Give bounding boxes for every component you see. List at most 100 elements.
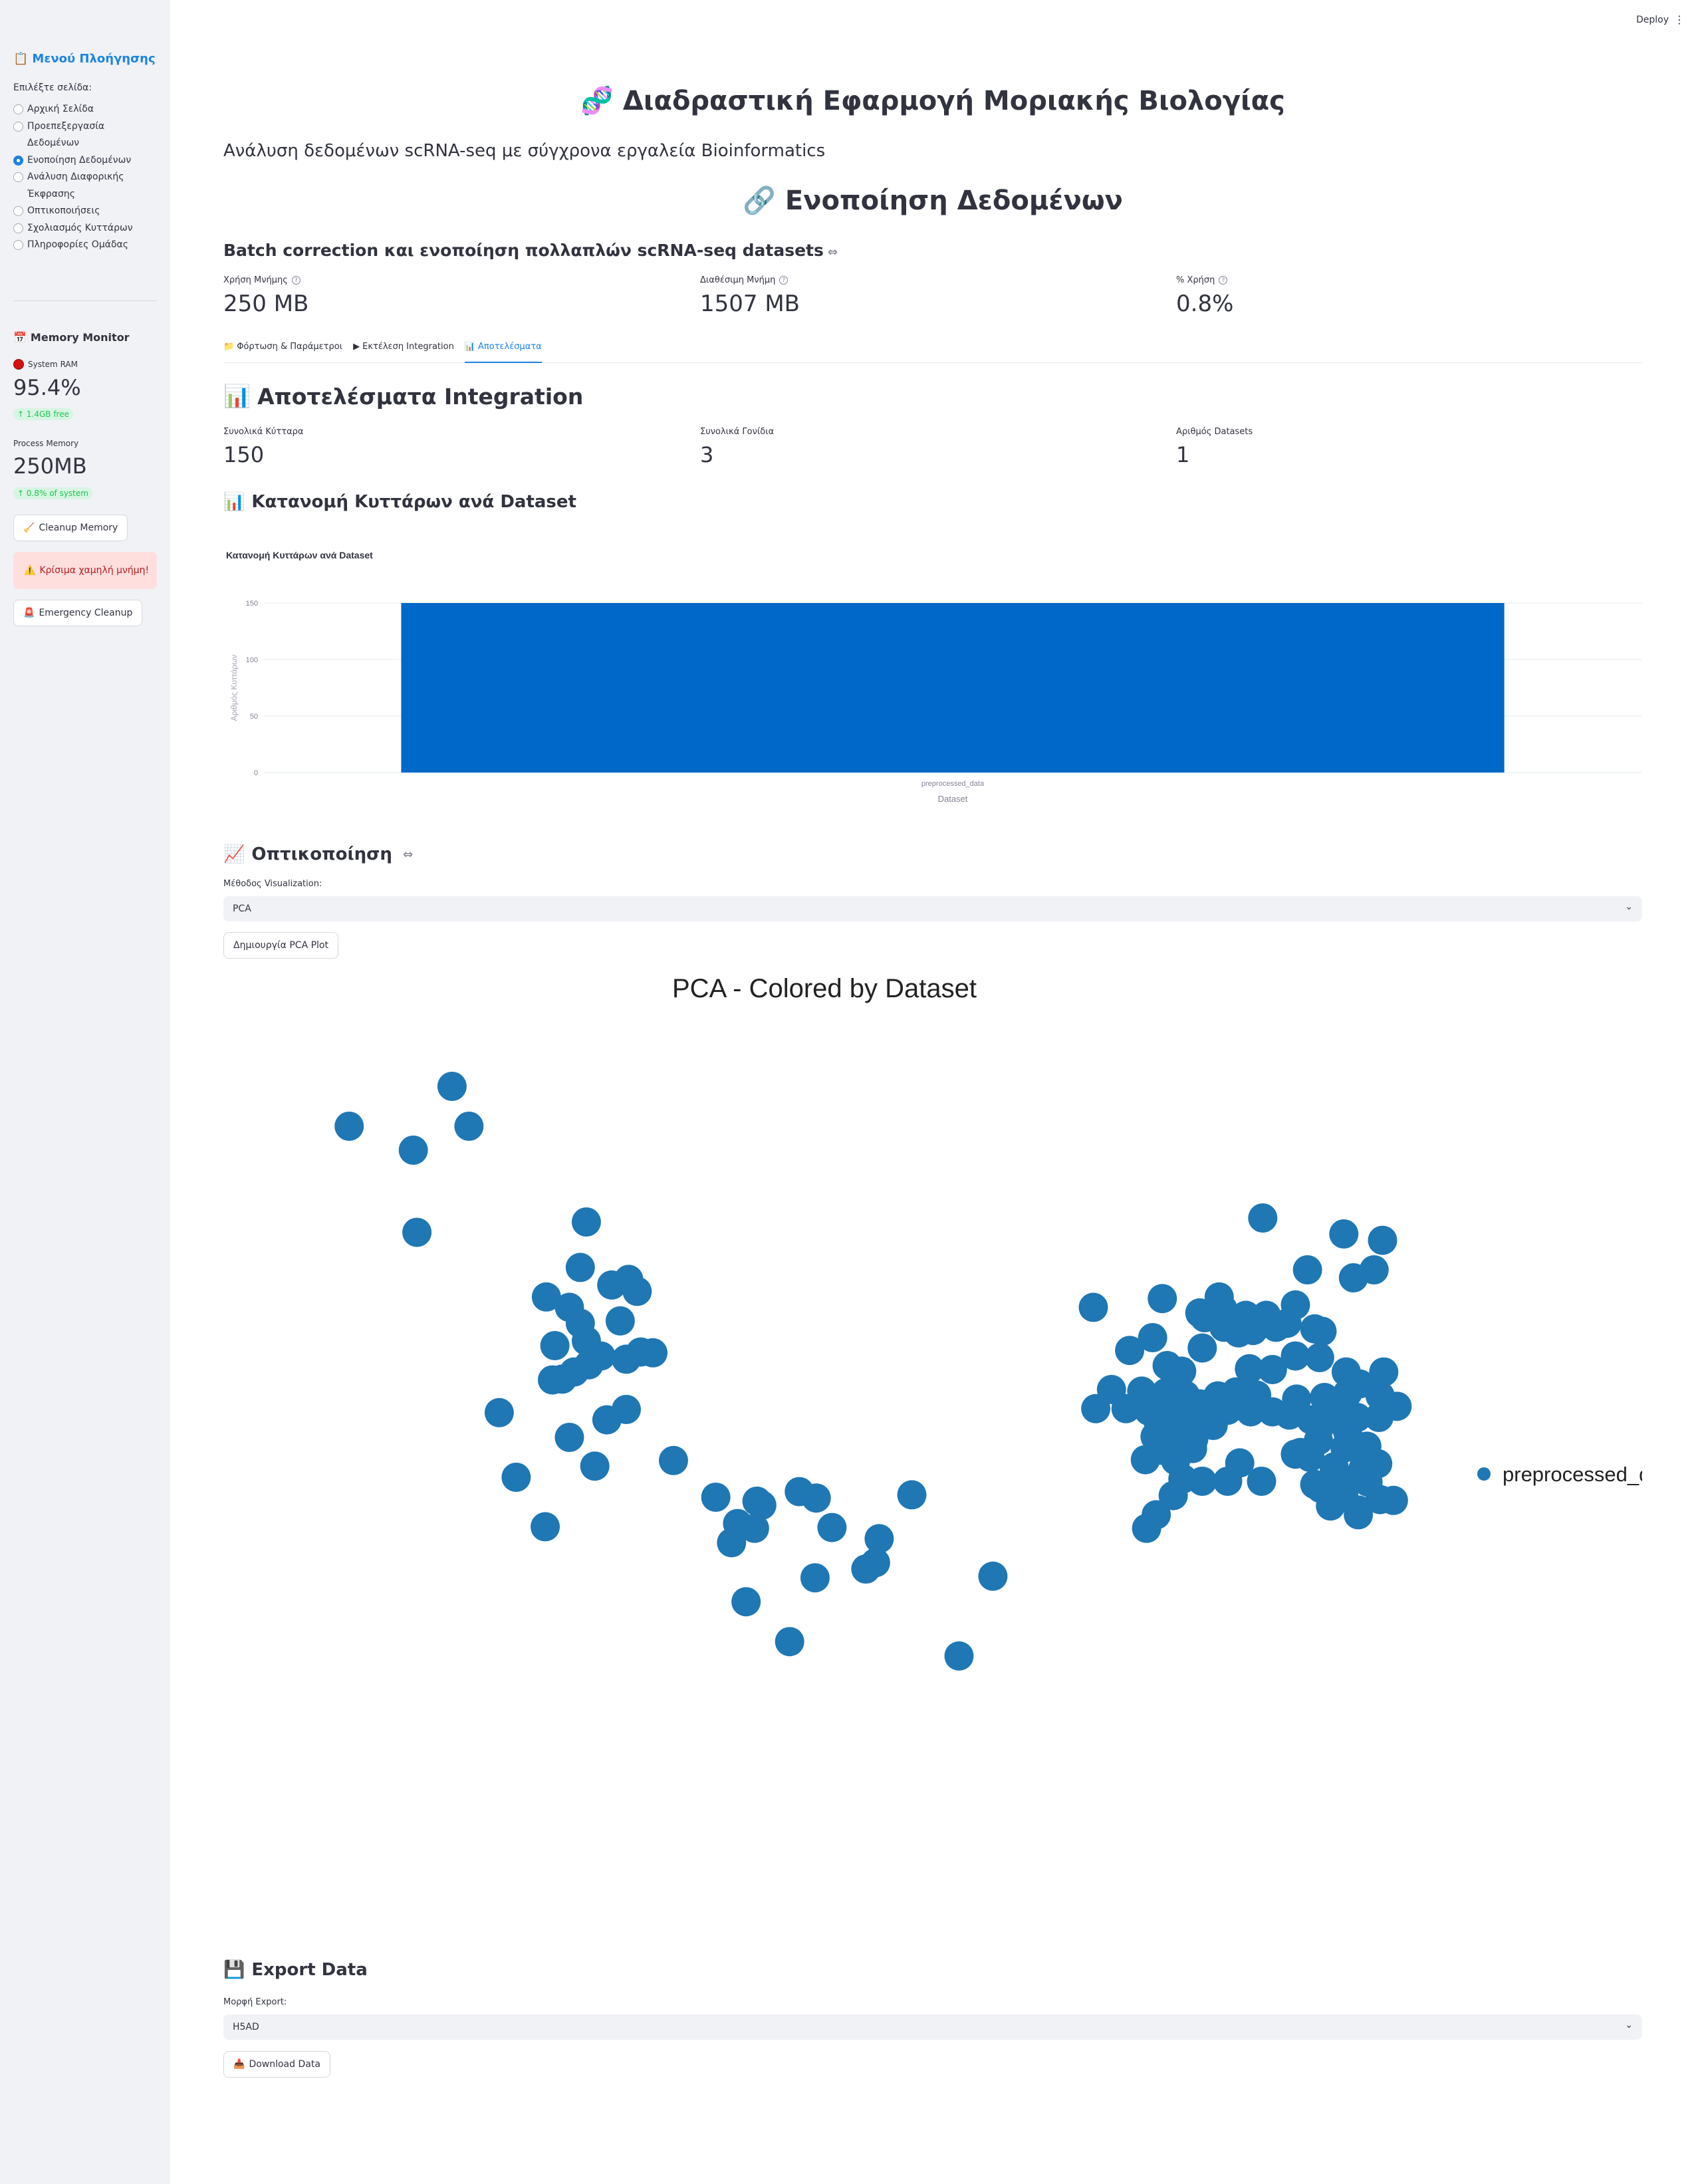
scatter-point: [1138, 1323, 1167, 1352]
sidebar-page-option[interactable]: Ενοποίηση Δεδομένων: [13, 152, 160, 170]
sidebar-page-label: Σχολιασμός Κυττάρων: [27, 222, 133, 233]
page-radio-group: Αρχική Σελίδα Προεπεξεργασία Δεδομένων Ενο…: [13, 101, 160, 254]
sidebar-page-option[interactable]: Ανάλυση Διαφορικής Έκφρασης: [13, 169, 160, 203]
deploy-button[interactable]: Deploy: [1636, 15, 1669, 25]
tab-run-integration[interactable]: ▶ Εκτέλεση Integration: [353, 342, 454, 352]
scatter-point: [565, 1253, 595, 1282]
tab-results[interactable]: 📊 Αποτελέσματα: [464, 339, 542, 363]
scatter-point: [1225, 1448, 1255, 1478]
scatter-point: [944, 1641, 974, 1671]
scatter-point: [1235, 1354, 1265, 1384]
anchor-link-icon[interactable]: ⇔: [827, 245, 838, 259]
scatter-point: [1185, 1389, 1215, 1419]
low-memory-alert: ⚠️ Κρίσιμα χαμηλή μνήμη!: [13, 552, 157, 589]
cells-per-dataset-chart: Κατανομή Κυττάρων ανά Dataset 0 50 100 150 pr…: [226, 550, 1642, 804]
tab-load-parameters[interactable]: 📁 Φόρτωση & Παράμετροι: [223, 342, 343, 352]
scatter-point: [484, 1397, 514, 1427]
visualization-heading: 📈 Οπτικοποίηση ⇔: [223, 844, 414, 864]
scatter-point: [747, 1491, 777, 1520]
calendar-icon: 📅: [13, 331, 27, 344]
dna-icon: 🧬: [580, 86, 614, 116]
sidebar-page-option[interactable]: Πληροφορίες Ομάδας: [13, 237, 160, 254]
scatter-point: [864, 1524, 894, 1554]
chevron-down-icon: ⌄: [1625, 2020, 1633, 2030]
legend-marker: [1477, 1467, 1491, 1481]
bar[interactable]: [401, 603, 1505, 773]
sidebar-page-label: Οπτικοποιήσεις: [27, 205, 100, 216]
help-icon[interactable]: ?: [1219, 276, 1228, 285]
sidebar-page-option[interactable]: Σχολιασμός Κυττάρων: [13, 220, 160, 237]
export-format-select[interactable]: H5AD ⌄: [223, 2014, 1642, 2040]
sidebar-page-label: Προεπεξεργασία Δεδομένων: [27, 120, 105, 149]
broom-icon: 🧹: [23, 523, 35, 533]
cleanup-memory-button[interactable]: 🧹 Cleanup Memory: [13, 515, 128, 541]
y-tick-label: 100: [246, 656, 258, 664]
viz-method-select[interactable]: PCA ⌄: [223, 896, 1642, 921]
radio-button[interactable]: [13, 172, 23, 182]
scatter-point: [1115, 1336, 1145, 1366]
scatter-point: [437, 1072, 467, 1101]
main-menu-icon[interactable]: ⋮: [1674, 13, 1685, 26]
sidebar-page-option[interactable]: Προεπεξεργασία Δεδομένων: [13, 118, 160, 152]
scatter-point: [1078, 1292, 1108, 1322]
download-data-button[interactable]: 📥 Download Data: [223, 2051, 330, 2078]
section-subtitle: Batch correction και ενοποίηση πολλαπλών…: [223, 241, 838, 260]
scatter-point: [1187, 1333, 1217, 1363]
scatter-point: [1236, 1397, 1266, 1427]
sidebar-page-option[interactable]: Οπτικοποιήσεις: [13, 203, 160, 220]
warning-icon: ⚠️: [24, 565, 36, 576]
clipboard-icon: 📋: [13, 52, 29, 66]
usage-percent-metric: % Χρήση? 0.8%: [1176, 275, 1234, 317]
scatter-point: [1300, 1469, 1330, 1499]
radio-button[interactable]: [13, 223, 23, 233]
scatter-point: [1275, 1400, 1304, 1430]
scatter-point: [531, 1512, 560, 1542]
radio-button[interactable]: [13, 121, 23, 132]
scatter-point: [1130, 1445, 1160, 1475]
scatter-point: [897, 1480, 927, 1510]
anchor-link-icon[interactable]: ⇔: [402, 847, 414, 862]
scatter-point: [1378, 1485, 1408, 1515]
scatter-point: [334, 1112, 364, 1141]
scatter-point: [1248, 1203, 1278, 1233]
system-ram-label: System RAM: [13, 359, 78, 370]
emergency-cleanup-button[interactable]: 🚨 Emergency Cleanup: [13, 600, 143, 626]
scatter-point: [731, 1587, 761, 1617]
legend-label: preprocessed_data: [1503, 1463, 1642, 1486]
scatter-point: [1364, 1403, 1394, 1432]
scatter-point: [1132, 1513, 1161, 1543]
scatter-point: [1111, 1394, 1141, 1423]
help-icon[interactable]: ?: [291, 276, 301, 285]
scatter-point: [638, 1338, 668, 1368]
scatter-point: [1261, 1312, 1291, 1342]
scatter-point: [978, 1561, 1008, 1591]
pca-chart-title: PCA - Colored by Dataset: [672, 974, 977, 1003]
radio-button[interactable]: [13, 104, 23, 114]
sidebar-page-label: Ανάλυση Διαφορικής Έκφρασης: [27, 172, 124, 199]
tab-bar: 📁 Φόρτωση & Παράμετροι ▶ Εκτέλεση Integrat…: [223, 339, 1642, 363]
help-icon[interactable]: ?: [779, 276, 789, 285]
scatter-point: [531, 1282, 561, 1312]
create-pca-plot-button[interactable]: Δημιουργία PCA Plot: [223, 932, 338, 959]
scatter-point: [1148, 1284, 1177, 1314]
menu-title: 📋 Μενού Πλοήγησης: [13, 52, 156, 66]
sidebar-page-label: Ενοποίηση Δεδομένων: [27, 154, 132, 166]
scatter-point: [851, 1554, 881, 1584]
scatter-point: [554, 1423, 584, 1452]
radio-button[interactable]: [13, 155, 23, 166]
total-genes-metric: Συνολικά Γονίδια 3: [700, 427, 775, 467]
scatter-point: [592, 1405, 622, 1435]
line-chart-icon: 📈: [223, 844, 245, 864]
radio-button[interactable]: [13, 240, 23, 250]
bar-chart-title: Κατανομή Κυττάρων ανά Dataset: [226, 550, 373, 560]
radio-button[interactable]: [13, 206, 23, 216]
system-ram-value: 95.4%: [13, 375, 81, 400]
scatter-point: [1344, 1500, 1374, 1530]
available-memory-metric: Διαθέσιμη Μνήμη? 1507 MB: [700, 275, 800, 317]
x-axis-label: Dataset: [938, 794, 968, 804]
total-cells-metric: Συνολικά Κύτταρα 150: [223, 427, 304, 467]
main-content: Deploy ⋮ 🧬 Διαδραστική Εφαρμογή Μοριακής…: [170, 0, 1702, 2184]
scatter-point: [622, 1276, 652, 1306]
folder-icon: 📁: [223, 342, 235, 352]
sidebar-page-option[interactable]: Αρχική Σελίδα: [13, 101, 160, 118]
